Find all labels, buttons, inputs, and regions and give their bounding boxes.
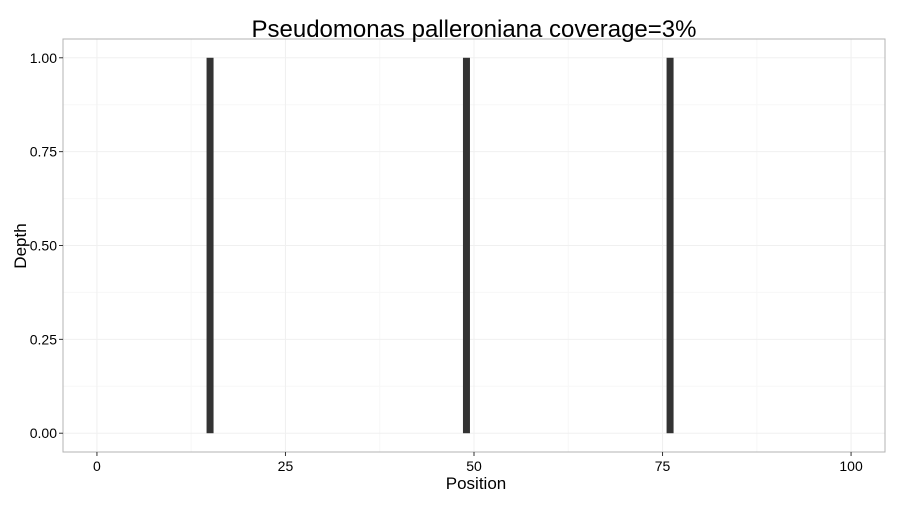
grid-major [63, 39, 885, 452]
x-tick-label: 0 [93, 458, 101, 474]
coverage-bar [666, 57, 674, 434]
x-axis-label: Position [446, 474, 506, 493]
x-ticks: 0 25 50 75 100 [93, 452, 863, 474]
y-tick-label: 0.75 [30, 144, 57, 160]
bars [206, 57, 674, 434]
coverage-bar [206, 57, 214, 434]
y-tick-label: 0.25 [30, 331, 57, 347]
x-tick-label: 100 [839, 458, 863, 474]
y-tick-label: 0.00 [30, 425, 57, 441]
y-tick-label: 1.00 [30, 50, 57, 66]
y-ticks: 0.00 0.25 0.50 0.75 1.00 [30, 50, 63, 441]
x-tick-label: 25 [278, 458, 294, 474]
x-tick-label: 50 [466, 458, 482, 474]
y-axis-label: Depth [11, 223, 30, 268]
y-tick-label: 0.50 [30, 238, 57, 254]
chart-title: Pseudomonas palleroniana coverage=3% [252, 16, 697, 43]
coverage-bar [462, 57, 470, 434]
x-tick-label: 75 [655, 458, 671, 474]
